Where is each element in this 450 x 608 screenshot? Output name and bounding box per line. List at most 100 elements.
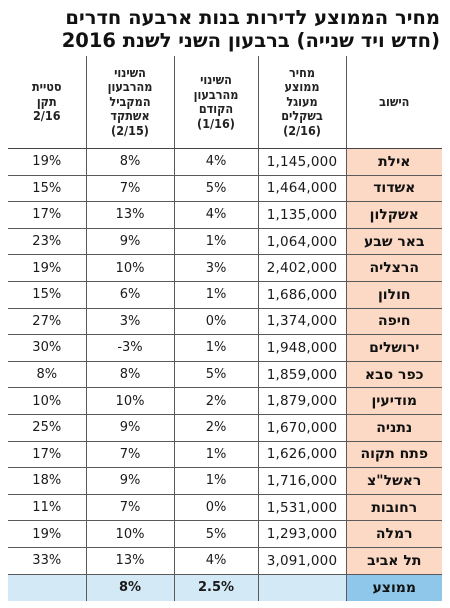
town-cell: רחובות — [346, 494, 442, 522]
table-row: חולון 1,686,000 1% 6% 15% — [8, 281, 442, 309]
price-cell: 1,374,000 — [258, 308, 347, 336]
change-year-cell: 13% — [86, 547, 175, 575]
change-year-cell: 9% — [86, 414, 175, 442]
deviation-cell: 15% — [8, 281, 87, 309]
change-year-cell: 6% — [86, 281, 175, 309]
table-row: אשקלון 1,135,000 4% 13% 17% — [8, 201, 442, 229]
header-deviation: סטיית תקן 2/16 — [8, 56, 87, 149]
deviation-cell: 27% — [8, 308, 87, 336]
change-prev-quarter-cell: 5% — [174, 175, 259, 203]
change-year-cell: 7% — [86, 175, 175, 203]
deviation-cell: 8% — [8, 361, 87, 389]
price-cell: 2,402,000 — [258, 254, 347, 282]
price-cell: 1,064,000 — [258, 228, 347, 256]
change-prev-quarter-cell: 1% — [174, 228, 259, 256]
town-cell: חיפה — [346, 308, 442, 336]
table-row: ירושלים 1,948,000 1% -3% 30% — [8, 334, 442, 362]
town-cell: מודיעין — [346, 387, 442, 415]
deviation-cell: 10% — [8, 387, 87, 415]
deviation-cell: 17% — [8, 201, 87, 229]
table-row: תל אביב 3,091,000 4% 13% 33% — [8, 547, 442, 575]
change-prev-quarter-cell: 4% — [174, 148, 259, 176]
price-cell: 1,135,000 — [258, 201, 347, 229]
price-cell: 3,091,000 — [258, 547, 347, 575]
town-cell: ירושלים — [346, 334, 442, 362]
price-cell: 1,145,000 — [258, 148, 347, 176]
average-price — [258, 574, 347, 601]
change-year-cell: 8% — [86, 148, 175, 176]
change-prev-quarter-cell: 4% — [174, 547, 259, 575]
header-change-prev-quarter: השינוי מהרבעון הקודם (1/16) — [174, 56, 259, 149]
price-cell: 1,531,000 — [258, 494, 347, 522]
change-year-cell: 9% — [86, 467, 175, 495]
table-title: מחיר הממוצע לדירות בנות ארבעה חדרים (חדש… — [10, 6, 440, 52]
deviation-cell: 25% — [8, 414, 87, 442]
table-row: באר שבע 1,064,000 1% 9% 23% — [8, 228, 442, 256]
change-year-cell: 10% — [86, 387, 175, 415]
change-prev-quarter-cell: 2% — [174, 387, 259, 415]
change-year-cell: 10% — [86, 520, 175, 548]
town-cell: חולון — [346, 281, 442, 309]
town-cell: רמלה — [346, 520, 442, 548]
deviation-cell: 19% — [8, 520, 87, 548]
change-prev-quarter-cell: 0% — [174, 308, 259, 336]
table-row: רמלה 1,293,000 5% 10% 19% — [8, 520, 442, 548]
table-row: אשדוד 1,464,000 5% 7% 15% — [8, 175, 442, 203]
price-cell: 1,686,000 — [258, 281, 347, 309]
change-year-cell: 3% — [86, 308, 175, 336]
table-row: פתח תקוה 1,626,000 1% 7% 17% — [8, 441, 442, 469]
deviation-cell: 19% — [8, 254, 87, 282]
deviation-cell: 19% — [8, 148, 87, 176]
price-cell: 1,464,000 — [258, 175, 347, 203]
price-cell: 1,293,000 — [258, 520, 347, 548]
change-prev-quarter-cell: 5% — [174, 361, 259, 389]
table-header: הישוב מחיר ממוצע מעוגל בשקלים (2/16) השי… — [8, 56, 442, 149]
town-cell: ראשל"צ — [346, 467, 442, 495]
town-cell: פתח תקוה — [346, 441, 442, 469]
deviation-cell: 17% — [8, 441, 87, 469]
change-prev-quarter-cell: 1% — [174, 334, 259, 362]
price-cell: 1,626,000 — [258, 441, 347, 469]
price-cell: 1,859,000 — [258, 361, 347, 389]
change-prev-quarter-cell: 0% — [174, 494, 259, 522]
table-footer: ממוצע 2.5% 8% — [8, 574, 442, 601]
table-row: מודיעין 1,879,000 2% 10% 10% — [8, 387, 442, 415]
average-label: ממוצע — [346, 574, 442, 601]
change-prev-quarter-cell: 1% — [174, 467, 259, 495]
header-price: מחיר ממוצע מעוגל בשקלים (2/16) — [258, 56, 347, 149]
title-line-1: מחיר הממוצע לדירות בנות ארבעה חדרים — [65, 6, 440, 29]
town-cell: נתניה — [346, 414, 442, 442]
price-cell: 1,879,000 — [258, 387, 347, 415]
table-row: חיפה 1,374,000 0% 3% 27% — [8, 308, 442, 336]
town-cell: אשקלון — [346, 201, 442, 229]
price-cell: 1,670,000 — [258, 414, 347, 442]
change-prev-quarter-cell: 3% — [174, 254, 259, 282]
deviation-cell: 11% — [8, 494, 87, 522]
town-cell: אשדוד — [346, 175, 442, 203]
change-year-cell: 13% — [86, 201, 175, 229]
header-row: הישוב מחיר ממוצע מעוגל בשקלים (2/16) השי… — [8, 56, 442, 149]
header-town: הישוב — [346, 56, 442, 149]
deviation-cell: 23% — [8, 228, 87, 256]
average-row: ממוצע 2.5% 8% — [8, 574, 442, 601]
table-row: הרצליה 2,402,000 3% 10% 19% — [8, 254, 442, 282]
table-row: רחובות 1,531,000 0% 7% 11% — [8, 494, 442, 522]
change-year-cell: 7% — [86, 441, 175, 469]
table-row: ראשל"צ 1,716,000 1% 9% 18% — [8, 467, 442, 495]
table-body: אילת 1,145,000 4% 8% 19% אשדוד 1,464,000 5% 7% 15… — [8, 148, 442, 575]
table-row: אילת 1,145,000 4% 8% 19% — [8, 148, 442, 176]
town-cell: הרצליה — [346, 254, 442, 282]
town-cell: כפר סבא — [346, 361, 442, 389]
change-prev-quarter-cell: 1% — [174, 441, 259, 469]
deviation-cell: 30% — [8, 334, 87, 362]
change-year-cell: 8% — [86, 361, 175, 389]
change-prev-quarter-cell: 1% — [174, 281, 259, 309]
average-change-prev-quarter: 2.5% — [174, 574, 259, 601]
price-cell: 1,716,000 — [258, 467, 347, 495]
town-cell: אילת — [346, 148, 442, 176]
prices-table: הישוב מחיר ממוצע מעוגל בשקלים (2/16) השי… — [8, 56, 442, 601]
header-change-year: השינוי מהרבעון המקביל אשתקד (2/15) — [86, 56, 175, 149]
average-change-year: 8% — [86, 574, 175, 601]
change-year-cell: 10% — [86, 254, 175, 282]
